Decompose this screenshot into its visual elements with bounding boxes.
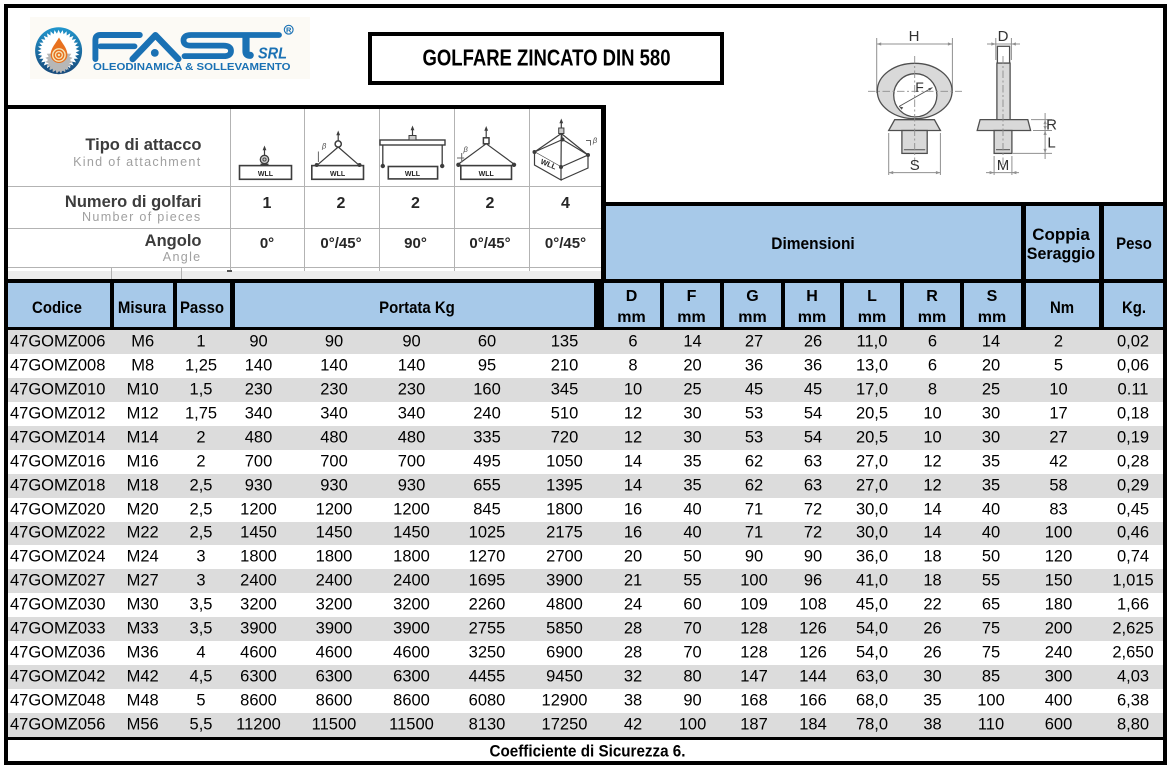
svg-text:OLEODINAMICA & SOLLEVAMENTO: OLEODINAMICA & SOLLEVAMENTO — [93, 62, 291, 73]
svg-text:SRL: SRL — [258, 46, 287, 63]
svg-text:F: F — [915, 79, 924, 95]
svg-text:WLL: WLL — [258, 171, 274, 178]
svg-text:H: H — [909, 28, 920, 45]
svg-text:R: R — [1046, 117, 1057, 134]
svg-text:β: β — [463, 145, 469, 154]
svg-text:WLL: WLL — [330, 171, 346, 178]
svg-text:Coefficiente di Sicurezza 6.: Coefficiente di Sicurezza 6. — [490, 743, 686, 761]
svg-text:M: M — [997, 157, 1010, 174]
svg-text:S: S — [910, 157, 920, 174]
svg-text:L: L — [1047, 135, 1055, 152]
svg-text:WLL: WLL — [405, 171, 421, 178]
svg-text:GOLFARE ZINCATO DIN 580: GOLFARE ZINCATO DIN 580 — [423, 45, 671, 71]
svg-text:WLL: WLL — [479, 171, 495, 178]
svg-text:β: β — [592, 136, 598, 145]
svg-text:R: R — [286, 25, 292, 34]
svg-text:β: β — [321, 142, 327, 151]
svg-text:D: D — [998, 28, 1009, 45]
